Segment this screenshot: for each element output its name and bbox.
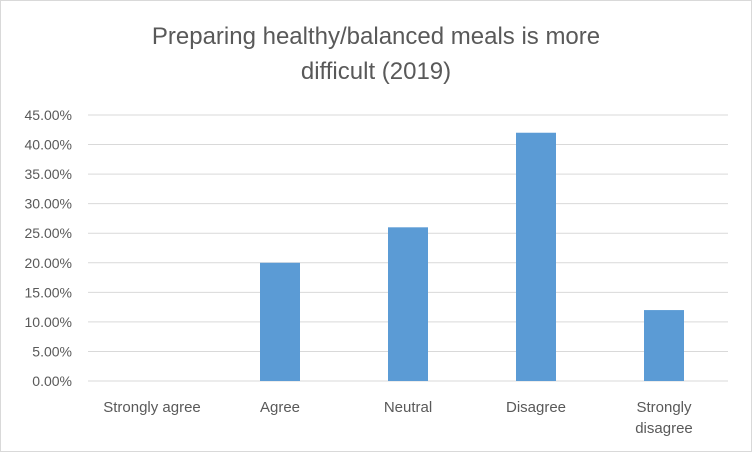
bar bbox=[388, 227, 428, 381]
y-tick-label: 25.00% bbox=[25, 225, 72, 241]
x-axis-category-labels: Strongly agree Agree Neutral Disagree Strong… bbox=[103, 399, 693, 437]
bar bbox=[260, 262, 300, 381]
y-tick-label: 0.00% bbox=[32, 373, 72, 389]
y-tick-label: 5.00% bbox=[32, 343, 72, 359]
y-tick-label: 15.00% bbox=[25, 284, 72, 300]
x-category-label: Strongly disagree bbox=[635, 399, 693, 437]
y-tick-label: 20.00% bbox=[25, 255, 72, 271]
y-tick-label: 10.00% bbox=[25, 314, 72, 330]
chart-title-line-1: Preparing healthy/balanced meals is more bbox=[151, 23, 601, 50]
y-tick-label: 45.00% bbox=[25, 107, 72, 123]
y-tick-label: 35.00% bbox=[25, 166, 72, 182]
y-tick-label: 40.00% bbox=[25, 137, 72, 153]
x-category-label: Neutral bbox=[384, 399, 432, 416]
x-category-label: Disagree bbox=[506, 399, 566, 416]
bar bbox=[644, 310, 684, 381]
x-category-label: Strongly agree bbox=[103, 399, 201, 416]
x-category-label: Agree bbox=[260, 399, 300, 416]
y-tick-label: 30.00% bbox=[25, 196, 72, 212]
chart-title-line-2: difficult (2019) bbox=[300, 58, 452, 85]
bars bbox=[260, 132, 684, 381]
y-axis-tick-labels: 0.00% 5.00% 10.00% 15.00% 20.00% 25.00% 30.00%… bbox=[25, 107, 72, 389]
chart-title: Preparing healthy/balanced meals is more… bbox=[1, 19, 751, 89]
bar bbox=[516, 132, 556, 381]
